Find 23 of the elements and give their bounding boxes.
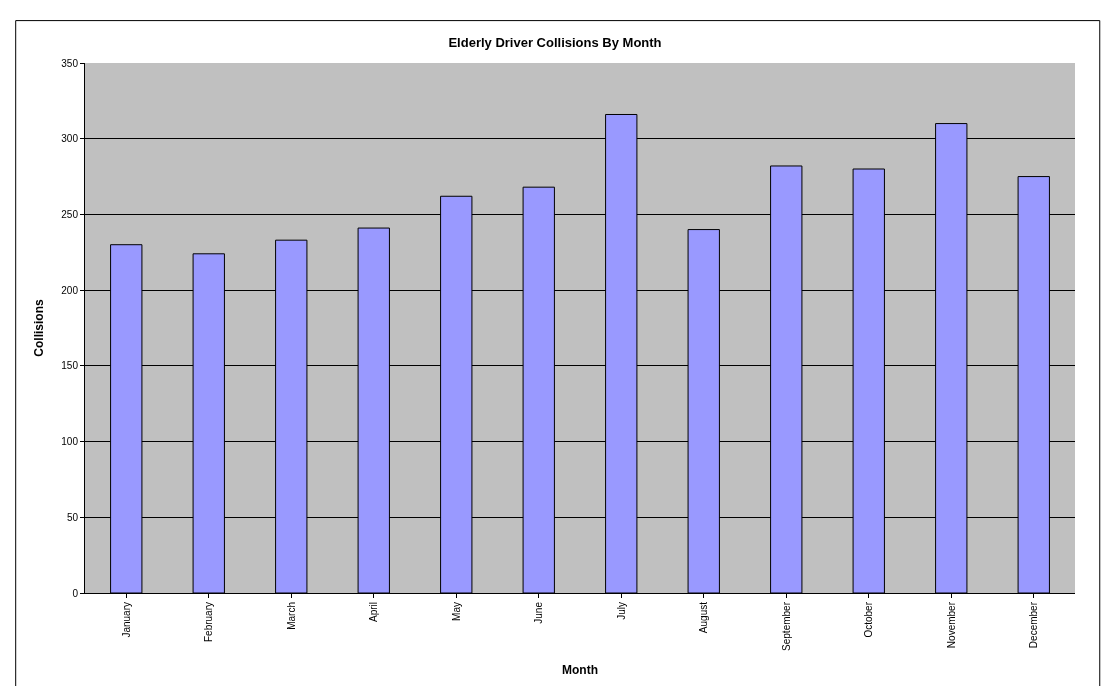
x-tick-label: April <box>368 602 379 623</box>
y-tick-label: 200 <box>61 284 79 296</box>
y-tick-label: 250 <box>61 208 79 220</box>
x-tick-label: September <box>780 601 792 651</box>
x-tick-label: November <box>945 601 957 649</box>
x-tick-label: October <box>863 601 874 638</box>
x-tick-label: February <box>203 602 214 643</box>
x-tick-label: March <box>285 602 297 630</box>
x-axis-title: Month <box>562 662 598 677</box>
chart-title: Elderly Driver Collisions By Month <box>448 34 662 50</box>
y-tick-label: 100 <box>61 436 79 448</box>
y-tick-label: 300 <box>61 133 79 145</box>
y-axis-title: Collisions <box>31 299 46 357</box>
x-tick-label: May <box>450 602 462 621</box>
x-tick-label: January <box>120 602 132 638</box>
y-tick-label: 0 <box>72 587 79 599</box>
x-tick-label: December <box>1028 601 1039 649</box>
x-tick-label: June <box>533 601 544 624</box>
x-tick-label: July <box>615 602 627 620</box>
y-tick-label: 150 <box>61 360 79 372</box>
x-tick-label: August <box>698 601 709 634</box>
y-tick-label: 50 <box>66 511 79 523</box>
y-tick-label: 350 <box>61 57 79 69</box>
